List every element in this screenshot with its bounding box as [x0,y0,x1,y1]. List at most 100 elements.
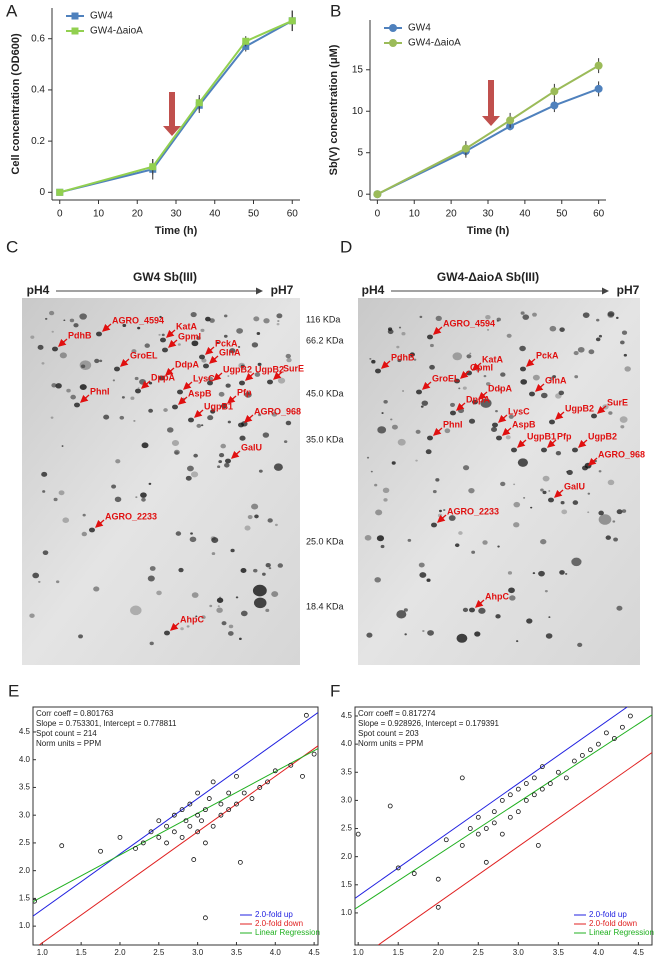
gel-spot [262,572,266,576]
gel-spot [79,384,87,391]
gel-spot [32,572,40,579]
label-arrow [554,489,564,498]
gel-spot [195,615,198,618]
gel-spot [420,405,424,408]
data-point [210,779,216,785]
gel-spot [549,325,557,332]
data-point [507,792,513,798]
data-point [539,786,545,792]
data-point [539,764,545,770]
gel-spot [429,364,435,370]
data-point [387,803,393,809]
gel-spot [462,465,470,471]
gel-spot [200,328,205,333]
data-point [171,812,177,818]
gel-spot [41,471,48,477]
x-tick-label: 50 [248,209,260,220]
gel-spot [540,488,544,492]
gel-spot [374,483,378,487]
x-tick-label: 60 [593,209,605,220]
gel-spot [42,490,46,493]
gel-spot [491,427,498,433]
gel-spot [191,340,199,347]
x-tick-label: 4.0 [270,948,282,957]
label-arrow [120,358,130,367]
gel-spot [605,535,611,540]
gel-spot [482,540,488,545]
gel-spot [612,520,616,523]
gel-spot [201,424,204,427]
x-tick-label: 3.5 [553,948,565,957]
gel-spot [111,484,117,489]
data-point [475,831,481,837]
label-arrow [58,338,68,347]
reference-line [355,707,628,899]
gel-spot [227,420,231,424]
gel-spot [277,377,286,384]
gel-spot [130,396,135,400]
stat-annotation: Slope = 0.753301, Intercept = 0.778811 [36,719,177,728]
gel-spot [499,388,502,391]
gel-spot [418,562,425,568]
gel-spot [80,364,86,369]
gel-spot [201,358,207,363]
gel-spot [383,399,388,404]
gel-spot [235,596,239,599]
x-tick-label: 40 [209,209,221,220]
data-point [411,871,417,876]
gel-spot [209,604,213,608]
legend-label: GW4-ΔaioA [90,26,143,37]
gel-spot [240,568,247,573]
gel-spot [517,458,528,467]
x-tick-label: 30 [482,209,494,220]
gel-spot [114,496,122,503]
gel-spot [211,537,219,543]
gel-spot [244,525,251,531]
gel-spot [427,334,433,340]
gel-spot [175,531,182,536]
stat-annotation: Corr coeff = 0.801763 [36,709,114,718]
data-point [140,840,146,846]
gel-spot [572,447,578,453]
gel-spot [458,531,463,535]
data-point [133,846,138,851]
x-tick-label: 3.0 [192,948,204,957]
gel-spot [407,538,412,542]
label-arrow [209,355,219,364]
gel-spot [615,316,619,319]
data-point [191,857,197,862]
y-tick-label: 1.5 [341,880,353,889]
gel-spot [621,330,628,335]
gel-spot [224,462,230,468]
gel-spot [53,497,58,502]
gel-spot [180,627,184,631]
data-point [523,781,529,786]
legend-marker [389,39,397,47]
y-tick-label: 3.5 [341,767,353,776]
label-arrow [498,414,508,423]
x-tick-label: 40 [519,209,531,220]
label-arrow [588,457,598,466]
gel-spot [548,490,551,492]
gel-spot [559,327,565,332]
gel-spot [607,312,615,318]
gel-spot [73,323,79,328]
gel-spot [70,394,76,400]
gel-spot [137,326,141,330]
mw-marker: 18.4 KDa [306,601,344,611]
gel-spot [526,618,533,624]
panel-letter: B [330,1,341,20]
gel-spot [505,435,511,440]
gel-spot [623,353,627,357]
x-tick-label: 4.5 [633,948,645,957]
gel-spot [66,388,71,393]
legend-label: GW4 [90,11,113,22]
y-axis-label: Cell concentration (OD600) [10,33,22,175]
mw-marker: 45.0 KDa [306,388,344,398]
protein-label: DdpA [488,383,512,393]
gel-spot [227,631,234,636]
data-point [171,829,177,835]
data-point [594,84,603,93]
data-point [619,724,625,730]
data-point [499,797,505,803]
